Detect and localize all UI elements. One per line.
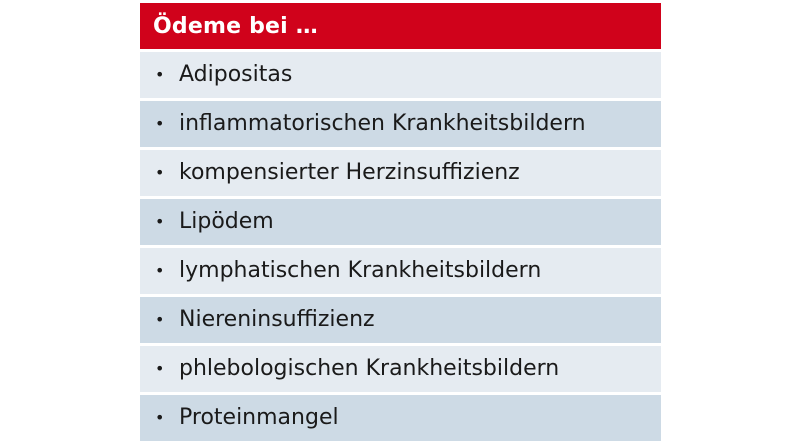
row-label: phlebologischen Krankheitsbildern — [179, 356, 560, 382]
bullet-icon: • — [155, 408, 165, 428]
table-row: • lymphatischen Krankheitsbildern — [140, 247, 661, 294]
table-row: • Lipödem — [140, 198, 661, 245]
row-label: Niereninsuffizienz — [179, 307, 375, 333]
table-row: • inflammatorischen Krankheitsbildern — [140, 100, 661, 147]
row-label: Lipödem — [179, 209, 274, 235]
bullet-icon: • — [155, 163, 165, 183]
bullet-icon: • — [155, 65, 165, 85]
bullet-icon: • — [155, 310, 165, 330]
row-label: Proteinmangel — [179, 405, 339, 431]
row-label: inflammatorischen Krankheitsbildern — [179, 111, 586, 137]
table-row: • phlebologischen Krankheitsbildern — [140, 345, 661, 392]
row-label: lymphatischen Krankheitsbildern — [179, 258, 542, 284]
edema-causes-table: Ödeme bei … • Adipositas • inflammatoris… — [140, 3, 661, 441]
bullet-icon: • — [155, 114, 165, 134]
row-label: kompensierter Herzinsuffizienz — [179, 160, 520, 186]
table-row: • Proteinmangel — [140, 394, 661, 441]
table-header: Ödeme bei … — [140, 3, 661, 49]
table-row: • Niereninsuffizienz — [140, 296, 661, 343]
table-row: • Adipositas — [140, 51, 661, 98]
bullet-icon: • — [155, 212, 165, 232]
bullet-icon: • — [155, 359, 165, 379]
bullet-icon: • — [155, 261, 165, 281]
table-row: • kompensierter Herzinsuffizienz — [140, 149, 661, 196]
row-label: Adipositas — [179, 62, 293, 88]
